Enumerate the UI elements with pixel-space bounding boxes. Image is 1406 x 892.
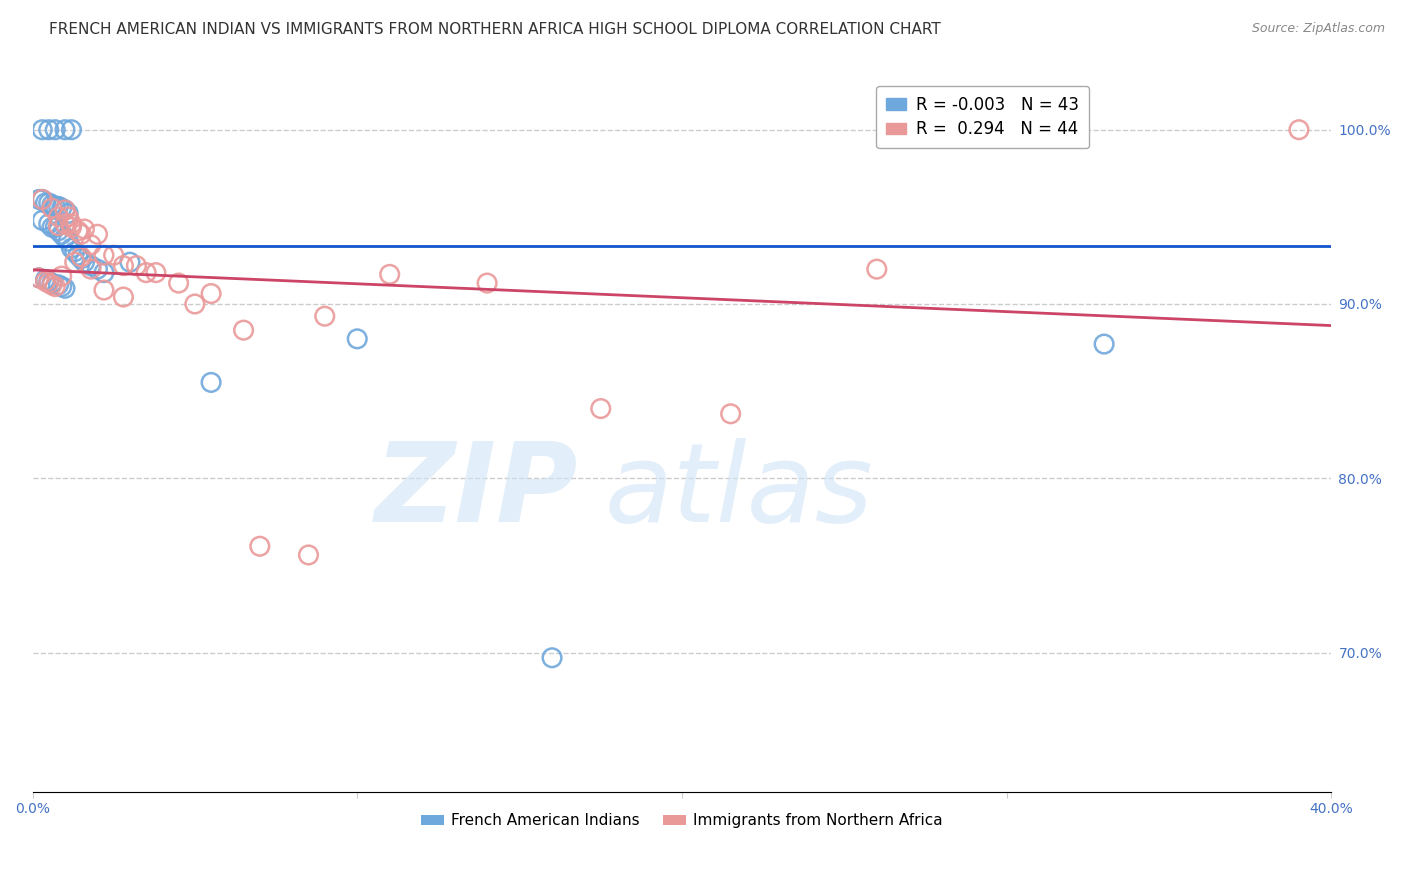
Point	[53, 202, 76, 217]
Point	[48, 199, 70, 213]
Point	[93, 266, 115, 280]
Point	[34, 195, 56, 210]
Point	[48, 219, 70, 233]
Point	[70, 227, 93, 242]
Point	[51, 269, 73, 284]
Point	[38, 274, 60, 288]
Point	[60, 220, 83, 235]
Point	[135, 266, 157, 280]
Point	[41, 277, 63, 292]
Point	[58, 210, 80, 224]
Point	[58, 234, 80, 248]
Point	[73, 222, 96, 236]
Point	[53, 202, 76, 217]
Point	[38, 217, 60, 231]
Point	[475, 276, 498, 290]
Point	[167, 276, 190, 290]
Point	[145, 266, 167, 280]
Point	[38, 195, 60, 210]
Point	[28, 270, 51, 285]
Point	[66, 248, 89, 262]
Text: Source: ZipAtlas.com: Source: ZipAtlas.com	[1251, 22, 1385, 36]
Point	[70, 250, 93, 264]
Point	[1092, 337, 1115, 351]
Point	[34, 272, 56, 286]
Point	[297, 548, 319, 562]
Point	[58, 206, 80, 220]
Point	[346, 332, 368, 346]
Point	[112, 290, 135, 304]
Point	[48, 210, 70, 224]
Point	[378, 268, 401, 282]
Point	[125, 259, 148, 273]
Point	[41, 220, 63, 235]
Point	[53, 122, 76, 136]
Point	[80, 259, 103, 273]
Point	[200, 286, 222, 301]
Point	[93, 248, 115, 262]
Point	[31, 193, 53, 207]
Point	[48, 224, 70, 238]
Point	[866, 262, 889, 277]
Point	[112, 259, 135, 273]
Point	[41, 197, 63, 211]
Point	[31, 193, 53, 207]
Point	[66, 224, 89, 238]
Point	[184, 297, 207, 311]
Point	[60, 122, 83, 136]
Point	[93, 283, 115, 297]
Point	[51, 201, 73, 215]
Legend: French American Indians, Immigrants from Northern Africa: French American Indians, Immigrants from…	[415, 807, 949, 834]
Point	[589, 401, 612, 416]
Point	[53, 231, 76, 245]
Point	[314, 309, 336, 323]
Point	[720, 407, 742, 421]
Point	[118, 255, 141, 269]
Text: FRENCH AMERICAN INDIAN VS IMMIGRANTS FROM NORTHERN AFRICA HIGH SCHOOL DIPLOMA CO: FRENCH AMERICAN INDIAN VS IMMIGRANTS FRO…	[49, 22, 941, 37]
Point	[63, 255, 86, 269]
Point	[80, 262, 103, 277]
Point	[44, 199, 66, 213]
Point	[44, 279, 66, 293]
Point	[73, 255, 96, 269]
Point	[53, 217, 76, 231]
Point	[44, 122, 66, 136]
Point	[86, 227, 108, 242]
Point	[51, 227, 73, 242]
Point	[44, 220, 66, 235]
Point	[70, 252, 93, 266]
Point	[60, 217, 83, 231]
Point	[232, 323, 254, 337]
Point	[48, 277, 70, 292]
Text: ZIP: ZIP	[374, 438, 578, 545]
Point	[38, 276, 60, 290]
Point	[200, 376, 222, 390]
Point	[249, 539, 271, 553]
Point	[541, 650, 564, 665]
Point	[31, 122, 53, 136]
Point	[53, 281, 76, 295]
Point	[80, 237, 103, 252]
Point	[38, 122, 60, 136]
Point	[41, 201, 63, 215]
Point	[28, 270, 51, 285]
Point	[60, 241, 83, 255]
Point	[1288, 122, 1310, 136]
Point	[51, 279, 73, 293]
Point	[34, 274, 56, 288]
Point	[28, 193, 51, 207]
Point	[103, 248, 125, 262]
Point	[41, 276, 63, 290]
Text: atlas: atlas	[605, 438, 873, 545]
Point	[63, 244, 86, 259]
Point	[86, 262, 108, 277]
Point	[31, 213, 53, 227]
